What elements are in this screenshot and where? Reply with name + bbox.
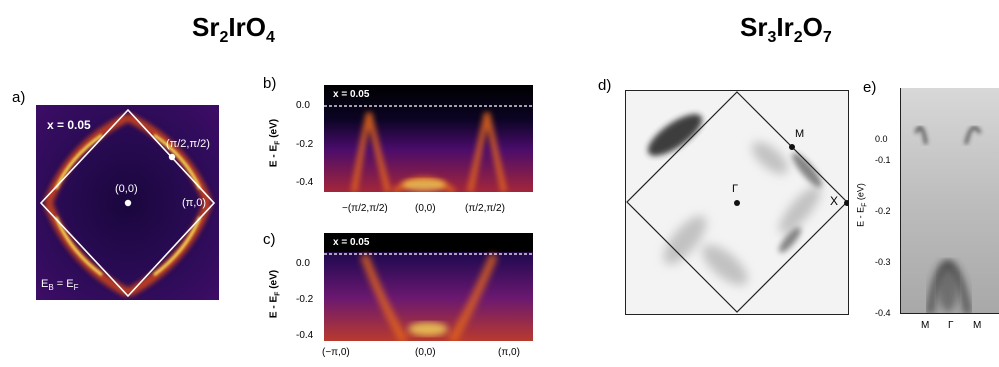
- panel-a-m-label: (π/2,π/2): [166, 138, 210, 150]
- panel-b-doping: x = 0.05: [333, 89, 370, 100]
- title-sr2iro4: Sr2IrO4: [192, 12, 275, 46]
- panel-c-xtick-2: (π,0): [498, 347, 520, 358]
- panel-e-ytick-4: -0.4: [875, 308, 891, 318]
- panel-a-doping: x = 0.05: [47, 118, 91, 132]
- panel-c-xtick-0: (−π,0): [322, 347, 350, 358]
- title-sr3ir2o7: Sr3Ir2O7: [740, 12, 832, 46]
- panel-e-xtick-2: M: [973, 320, 982, 331]
- panel-a-gamma-label: (0,0): [115, 183, 138, 195]
- panel-b-xtick-0: −(π/2,π/2): [342, 203, 388, 214]
- panel-b-xtick-2: (π/2,π/2): [465, 203, 505, 214]
- panel-b-ytick-1: -0.2: [296, 139, 314, 150]
- panel-c-ytick-0: 0.0: [296, 258, 310, 269]
- panel-b-spectrum: x = 0.05: [324, 85, 533, 192]
- panel-a-x-label: (π,0): [182, 197, 207, 209]
- panel-d-m-label: M: [795, 128, 805, 140]
- panel-d-label: d): [598, 77, 612, 94]
- panel-d-fermi-map: Γ M X: [625, 90, 849, 315]
- panel-e-ytick-3: -0.3: [875, 257, 891, 267]
- panel-d-x-label: X: [830, 194, 839, 208]
- panel-e-ytick-2: -0.2: [875, 206, 891, 216]
- panel-b-ytick-0: 0.0: [296, 100, 310, 111]
- panel-c-spectrum: x = 0.05: [324, 233, 533, 341]
- panel-e-xtick-1: Γ: [948, 320, 954, 331]
- panel-a-label: a): [12, 89, 26, 106]
- panel-e-spectrum: [900, 88, 999, 314]
- panel-c-ytick-1: -0.2: [296, 294, 314, 305]
- panel-e-xtick-0: M: [921, 320, 930, 331]
- panel-c-ytick-2: -0.4: [296, 330, 314, 341]
- panel-b-label: b): [263, 75, 277, 92]
- panel-b-xtick-1: (0,0): [415, 203, 436, 214]
- panel-d-gamma-label: Γ: [732, 183, 739, 195]
- panel-c-doping: x = 0.05: [333, 237, 370, 248]
- panel-e-ytick-0: 0.0: [875, 134, 888, 144]
- panel-a-energy-label: EB = EF: [41, 278, 79, 293]
- panel-a-fermi-map: x = 0.05 (0,0) (π/2,π/2) (π,0) EB = EF: [36, 105, 219, 300]
- panel-e-ytick-1: -0.1: [875, 155, 891, 165]
- panel-e-label: e): [863, 79, 877, 96]
- panel-c-label: c): [263, 231, 276, 248]
- panel-c-xtick-1: (0,0): [415, 347, 436, 358]
- panel-b-ytick-2: -0.4: [296, 177, 314, 188]
